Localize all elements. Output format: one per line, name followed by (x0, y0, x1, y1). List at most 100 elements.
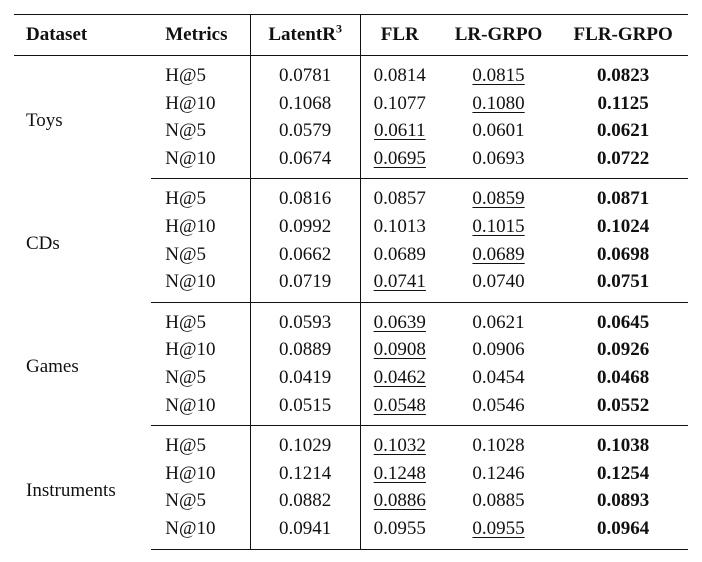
flrgrpo-value: 0.0698 (597, 243, 650, 265)
latent-value: 0.1068 (279, 92, 332, 114)
header-metrics: Metrics (151, 14, 251, 56)
table-row: H@10 0.1214 0.1248 0.1246 0.1254 (14, 459, 688, 488)
flr-value-cell: 0.0857 (360, 179, 439, 213)
header-latent-sup: 3 (335, 21, 342, 36)
latent-value: 0.0419 (279, 366, 332, 388)
flrgrpo-value-cell: 0.0893 (558, 487, 688, 515)
latent-value-cell: 0.0781 (250, 55, 361, 90)
latent-value: 0.1029 (279, 435, 332, 457)
latent-value: 0.0889 (279, 339, 332, 361)
header-flrgrpo: FLR-GRPO (558, 14, 688, 56)
header-dataset: Dataset (14, 14, 152, 56)
lrgrpo-value: 0.0740 (472, 271, 525, 293)
flrgrpo-value-cell: 0.1038 (558, 426, 688, 460)
flrgrpo-value: 0.0645 (597, 311, 650, 333)
flr-value-cell: 0.1248 (360, 460, 439, 488)
lrgrpo-value: 0.0601 (472, 120, 525, 142)
latent-value: 0.0816 (279, 188, 332, 210)
lrgrpo-value: 0.1015 (472, 215, 525, 237)
flrgrpo-value: 0.0964 (597, 517, 650, 539)
flr-value: 0.0857 (373, 188, 426, 210)
lrgrpo-value-cell: 0.0859 (439, 179, 559, 213)
latent-value: 0.0515 (279, 394, 332, 416)
lrgrpo-value-cell: 0.0689 (439, 241, 559, 269)
latent-value-cell: 0.0515 (250, 391, 361, 427)
latent-value-cell: 0.1029 (250, 425, 361, 460)
flrgrpo-value: 0.0871 (597, 188, 650, 210)
flrgrpo-value: 0.0552 (597, 394, 650, 416)
flr-value-cell: 0.0611 (360, 117, 439, 145)
table-row: N@10 0.0719 0.0741 0.0740 0.0751 (14, 268, 688, 303)
table-row: N@5 0.0662 0.0689 0.0689 0.0698 (14, 240, 688, 269)
table-row: Instruments H@5 0.1029 0.1032 0.1028 0.1038 (14, 425, 688, 501)
latent-value-cell: 0.0579 (250, 117, 361, 145)
latent-value-cell: 0.0941 (250, 514, 361, 550)
dataset-cell: CDs (26, 232, 60, 254)
latent-value: 0.0662 (279, 243, 332, 265)
metric-cell: H@5 (151, 55, 251, 90)
metric-cell: N@10 (151, 268, 251, 303)
metric-cell: H@5 (151, 302, 251, 337)
latent-value-cell: 0.0662 (250, 240, 361, 269)
table-row: H@10 0.0992 0.1013 0.1015 0.1024 (14, 212, 688, 241)
flr-value-cell: 0.1013 (360, 213, 439, 241)
latent-value-cell: 0.0882 (250, 487, 361, 515)
flr-value-cell: 0.0886 (360, 487, 439, 515)
latent-value-cell: 0.0419 (250, 363, 361, 392)
latent-value-cell: 0.0593 (250, 302, 361, 337)
lrgrpo-value-cell: 0.0740 (438, 268, 559, 303)
lrgrpo-value-cell: 0.0815 (439, 56, 559, 90)
flrgrpo-value: 0.0823 (597, 65, 650, 86)
latent-value: 0.0882 (279, 490, 332, 512)
flr-value: 0.1013 (373, 215, 426, 237)
latent-value: 0.0719 (279, 271, 332, 293)
table-row: H@10 0.0889 0.0908 0.0906 0.0926 (14, 336, 688, 364)
metric-cell: H@10 (151, 336, 251, 364)
results-table: Dataset Metrics LatentR3 FLR LR-GRPO FLR… (14, 14, 688, 550)
lrgrpo-value-cell: 0.0906 (439, 336, 559, 364)
latent-value: 0.0579 (279, 120, 332, 142)
flr-value: 0.0955 (373, 517, 426, 539)
lrgrpo-value-cell: 0.0955 (438, 514, 559, 550)
lrgrpo-value: 0.0689 (472, 243, 525, 265)
latent-value-cell: 0.0992 (250, 212, 361, 241)
flr-value-cell: 0.0462 (360, 364, 439, 392)
metric-cell: N@10 (151, 144, 251, 180)
table-row: N@5 0.0419 0.0462 0.0454 0.0468 (14, 363, 688, 392)
flrgrpo-value-cell: 0.0751 (558, 268, 688, 303)
latent-value: 0.0593 (279, 311, 332, 333)
lrgrpo-value: 0.1028 (472, 435, 525, 457)
flr-value: 0.0741 (373, 271, 426, 293)
lrgrpo-value: 0.0454 (472, 366, 525, 388)
lrgrpo-value: 0.0906 (472, 339, 525, 361)
latent-value: 0.0992 (279, 215, 332, 237)
flrgrpo-value: 0.0468 (597, 366, 650, 388)
flrgrpo-value-cell: 0.0621 (558, 117, 688, 145)
flr-value-cell: 0.0695 (360, 144, 439, 180)
table-row: N@5 0.0882 0.0886 0.0885 0.0893 (14, 487, 688, 515)
metric-cell: H@10 (151, 459, 251, 488)
flrgrpo-value-cell: 0.0645 (558, 302, 688, 336)
flr-value: 0.0689 (373, 243, 426, 265)
flrgrpo-value: 0.1038 (597, 435, 650, 457)
lrgrpo-value-cell: 0.0885 (439, 487, 559, 515)
flr-value-cell: 0.0639 (360, 302, 439, 336)
flr-value: 0.0462 (373, 366, 426, 388)
lrgrpo-value-cell: 0.0546 (438, 391, 559, 427)
latent-value-cell: 0.1214 (250, 459, 361, 488)
flrgrpo-value: 0.0893 (597, 490, 650, 512)
header-row: Dataset Metrics LatentR3 FLR LR-GRPO FLR… (14, 14, 688, 56)
flr-value: 0.1248 (373, 462, 426, 484)
lrgrpo-value: 0.0859 (472, 188, 525, 210)
latent-value-cell: 0.0719 (250, 268, 361, 303)
flr-value: 0.0639 (373, 311, 426, 333)
lrgrpo-value-cell: 0.0693 (438, 144, 559, 180)
flr-value: 0.0908 (373, 339, 426, 361)
flrgrpo-value-cell: 0.1125 (558, 90, 688, 118)
flrgrpo-value-cell: 0.0698 (558, 241, 688, 269)
flr-value-cell: 0.0814 (360, 56, 439, 90)
metric-cell: H@10 (151, 212, 251, 241)
dataset-cell: Toys (26, 109, 63, 131)
latent-value: 0.0781 (279, 65, 332, 86)
lrgrpo-value-cell: 0.0621 (439, 302, 559, 336)
